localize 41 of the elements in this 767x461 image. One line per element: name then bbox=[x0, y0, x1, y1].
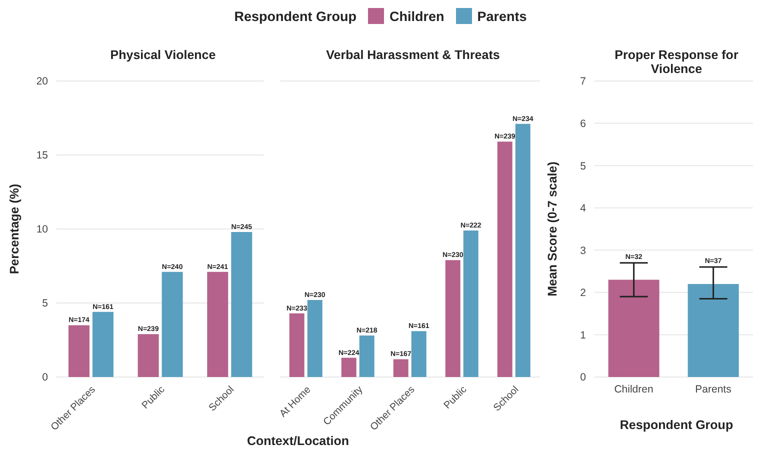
chart-title: Physical Violence bbox=[109, 48, 217, 62]
x-tick-label: Parents bbox=[695, 383, 732, 396]
bar bbox=[411, 331, 426, 377]
legend-title: Respondent Group bbox=[234, 8, 356, 24]
x-tick-label: Children bbox=[614, 383, 654, 396]
bar bbox=[138, 334, 159, 377]
y-tick-label: 2 bbox=[580, 287, 586, 300]
legend-label: Children bbox=[389, 8, 444, 24]
bar bbox=[497, 142, 512, 377]
chart-title: Verbal Harassment & Threats bbox=[325, 48, 501, 62]
bar bbox=[359, 336, 374, 377]
y-tick-label: 10 bbox=[36, 224, 48, 236]
y-axis-title: Percentage (%) bbox=[7, 184, 22, 274]
bar bbox=[207, 272, 228, 377]
bar bbox=[92, 312, 114, 377]
bar bbox=[162, 272, 183, 377]
bar bbox=[463, 230, 478, 377]
x-axis-title: Respondent Group bbox=[618, 418, 734, 432]
y-tick-label: 0 bbox=[42, 372, 48, 384]
y-tick-label: 1 bbox=[580, 329, 586, 342]
bar bbox=[393, 359, 408, 377]
bar bbox=[231, 232, 252, 377]
bar bbox=[68, 325, 90, 377]
y-tick-label: 3 bbox=[580, 244, 586, 257]
chart-title: Proper Response for Violence bbox=[614, 48, 740, 76]
bar bbox=[445, 260, 460, 377]
bar bbox=[515, 124, 530, 377]
y-tick-label: 15 bbox=[36, 150, 48, 162]
y-tick-label: 0 bbox=[580, 372, 586, 384]
legend-label: Parents bbox=[477, 8, 527, 24]
bar bbox=[341, 358, 356, 377]
bar bbox=[289, 313, 304, 377]
y-tick-label: 20 bbox=[36, 76, 48, 88]
y-tick-label: 5 bbox=[42, 298, 48, 310]
bar bbox=[307, 300, 322, 377]
y-tick-label: 7 bbox=[580, 76, 586, 88]
x-axis-title: Context/Location bbox=[246, 434, 350, 448]
y-tick-label: 4 bbox=[580, 202, 586, 215]
y-tick-label: 6 bbox=[580, 118, 586, 130]
y-tick-label: 5 bbox=[580, 160, 586, 172]
y-axis-title: Mean Score (0-7 scale) bbox=[545, 162, 560, 296]
